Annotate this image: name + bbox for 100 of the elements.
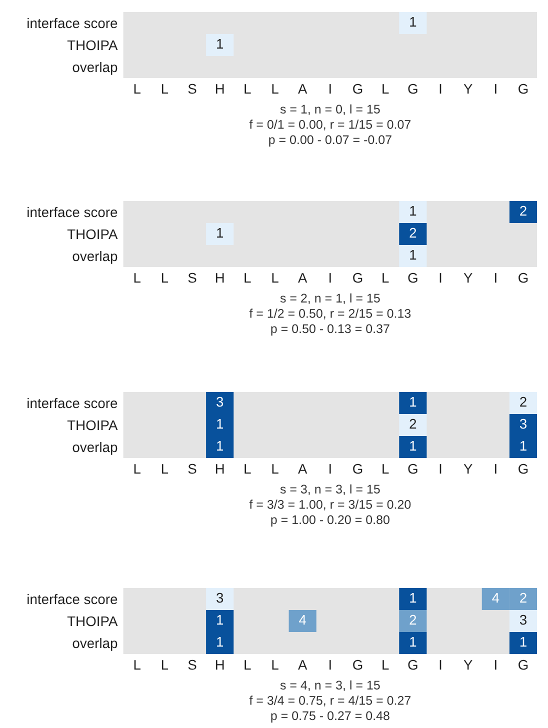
text: f = 1/2 = 0.50, r = 2/15 = 0.13	[249, 308, 411, 320]
y-tick-label: interface score	[28, 206, 118, 218]
x-tick-label: L	[244, 84, 251, 94]
x-tick-label: A	[298, 464, 308, 474]
data-label: 3	[216, 396, 224, 407]
text: s = 4, n = 3, l = 15	[280, 680, 380, 692]
x-tick-label: L	[162, 464, 168, 474]
text: f = 3/3 = 1.00, r = 3/15 = 0.20	[249, 500, 411, 510]
x-tick-label: I	[330, 273, 331, 283]
x-tick-label: G	[518, 84, 528, 94]
x-tick-label: L	[272, 464, 278, 474]
y-tick-label: THOIPA	[67, 616, 118, 626]
data-label: 1	[520, 637, 526, 647]
x-tick-label: Y	[464, 660, 472, 670]
data-label: 1	[217, 419, 224, 429]
x-tick-label: L	[244, 660, 251, 670]
y-tick-label: overlap	[72, 442, 118, 455]
x-tick-label: G	[518, 464, 528, 474]
x-tick-label: S	[188, 84, 196, 94]
text: p = 0.75 - 0.27 = 0.48	[271, 711, 390, 723]
x-tick-label: H	[216, 84, 224, 94]
x-tick-label: G	[518, 660, 528, 670]
x-tick-label: I	[330, 84, 331, 94]
text: f = 3/4 = 0.75, r = 4/15 = 0.27	[249, 696, 411, 706]
x-tick-label: H	[216, 273, 224, 283]
x-tick-label: L	[134, 273, 140, 283]
x-tick-label: Y	[464, 84, 472, 94]
text: p = 1.00 - 0.20 = 0.80	[271, 515, 390, 527]
x-tick-label: S	[188, 660, 196, 670]
data-label: 2	[520, 206, 526, 216]
data-label: 1	[410, 206, 416, 216]
data-label: 4	[492, 593, 500, 603]
data-label: 1	[217, 228, 224, 238]
x-tick-label: I	[330, 464, 331, 474]
y-tick-label: interface score	[28, 594, 118, 604]
y-tick-label: interface score	[28, 18, 118, 28]
x-tick-label: L	[244, 273, 251, 283]
y-tick-label: THOIPA	[67, 420, 118, 430]
y-tick-label: THOIPA	[67, 40, 118, 50]
x-tick-label: G	[353, 660, 362, 670]
data-label: 3	[520, 418, 526, 429]
x-tick-label: I	[440, 273, 442, 283]
data-label: 1	[410, 637, 416, 647]
x-tick-label: G	[353, 84, 362, 94]
x-tick-label: G	[408, 84, 418, 94]
data-label: 1	[410, 593, 416, 603]
data-label: 1	[410, 397, 416, 407]
data-label: 2	[520, 396, 526, 407]
data-label: 2	[520, 592, 526, 603]
text: p = 0.00 - 0.07 = -0.07	[269, 135, 392, 147]
data-label: 3	[520, 614, 526, 625]
x-tick-label: L	[382, 660, 389, 670]
x-tick-label: L	[272, 273, 278, 283]
x-tick-label: I	[495, 660, 496, 670]
data-label: 1	[217, 441, 224, 451]
text: s = 2, n = 1, l = 15	[280, 293, 380, 304]
text: p = 0.50 - 0.13 = 0.37	[271, 324, 390, 336]
x-tick-label: G	[408, 660, 418, 670]
x-tick-label: G	[408, 464, 418, 474]
x-tick-label: L	[382, 464, 389, 474]
x-tick-label: I	[495, 273, 496, 283]
x-tick-label: I	[440, 84, 442, 94]
x-tick-label: A	[298, 660, 308, 670]
x-tick-label: L	[162, 660, 168, 670]
x-tick-label: L	[134, 84, 140, 94]
x-tick-label: G	[353, 272, 362, 283]
data-label: 1	[217, 39, 224, 49]
x-tick-label: H	[216, 660, 224, 670]
text: f = 0/1 = 0.00, r = 1/15 = 0.07	[249, 120, 411, 130]
x-tick-label: H	[216, 464, 224, 474]
x-tick-label: I	[440, 464, 442, 474]
data-label: 1	[410, 17, 416, 27]
data-label: 1	[410, 441, 416, 451]
data-label: 1	[217, 637, 224, 647]
x-tick-label: I	[495, 84, 496, 94]
x-tick-label: L	[272, 660, 278, 670]
x-tick-label: S	[188, 464, 196, 474]
x-tick-label: G	[518, 272, 528, 283]
x-tick-label: L	[162, 273, 168, 283]
data-label: 1	[217, 615, 224, 625]
data-label: 2	[410, 614, 416, 625]
text: s = 3, n = 3, l = 15	[280, 484, 380, 496]
y-tick-label: overlap	[72, 250, 118, 264]
x-tick-label: L	[272, 84, 278, 94]
y-tick-label: overlap	[72, 638, 118, 651]
data-label: 1	[410, 250, 416, 260]
x-tick-label: Y	[464, 464, 472, 474]
x-tick-label: L	[244, 464, 251, 474]
x-tick-label: I	[495, 464, 496, 474]
x-tick-label: G	[353, 464, 362, 474]
y-tick-label: interface score	[28, 398, 118, 408]
x-tick-label: A	[298, 273, 308, 283]
data-label: 1	[520, 441, 526, 451]
y-tick-label: overlap	[72, 62, 118, 75]
x-tick-label: Y	[464, 273, 472, 283]
data-label: 2	[410, 228, 416, 238]
x-tick-label: L	[382, 84, 389, 94]
text: s = 1, n = 0, l = 15	[280, 104, 380, 116]
x-tick-label: L	[382, 273, 389, 283]
x-tick-label: G	[408, 272, 418, 283]
